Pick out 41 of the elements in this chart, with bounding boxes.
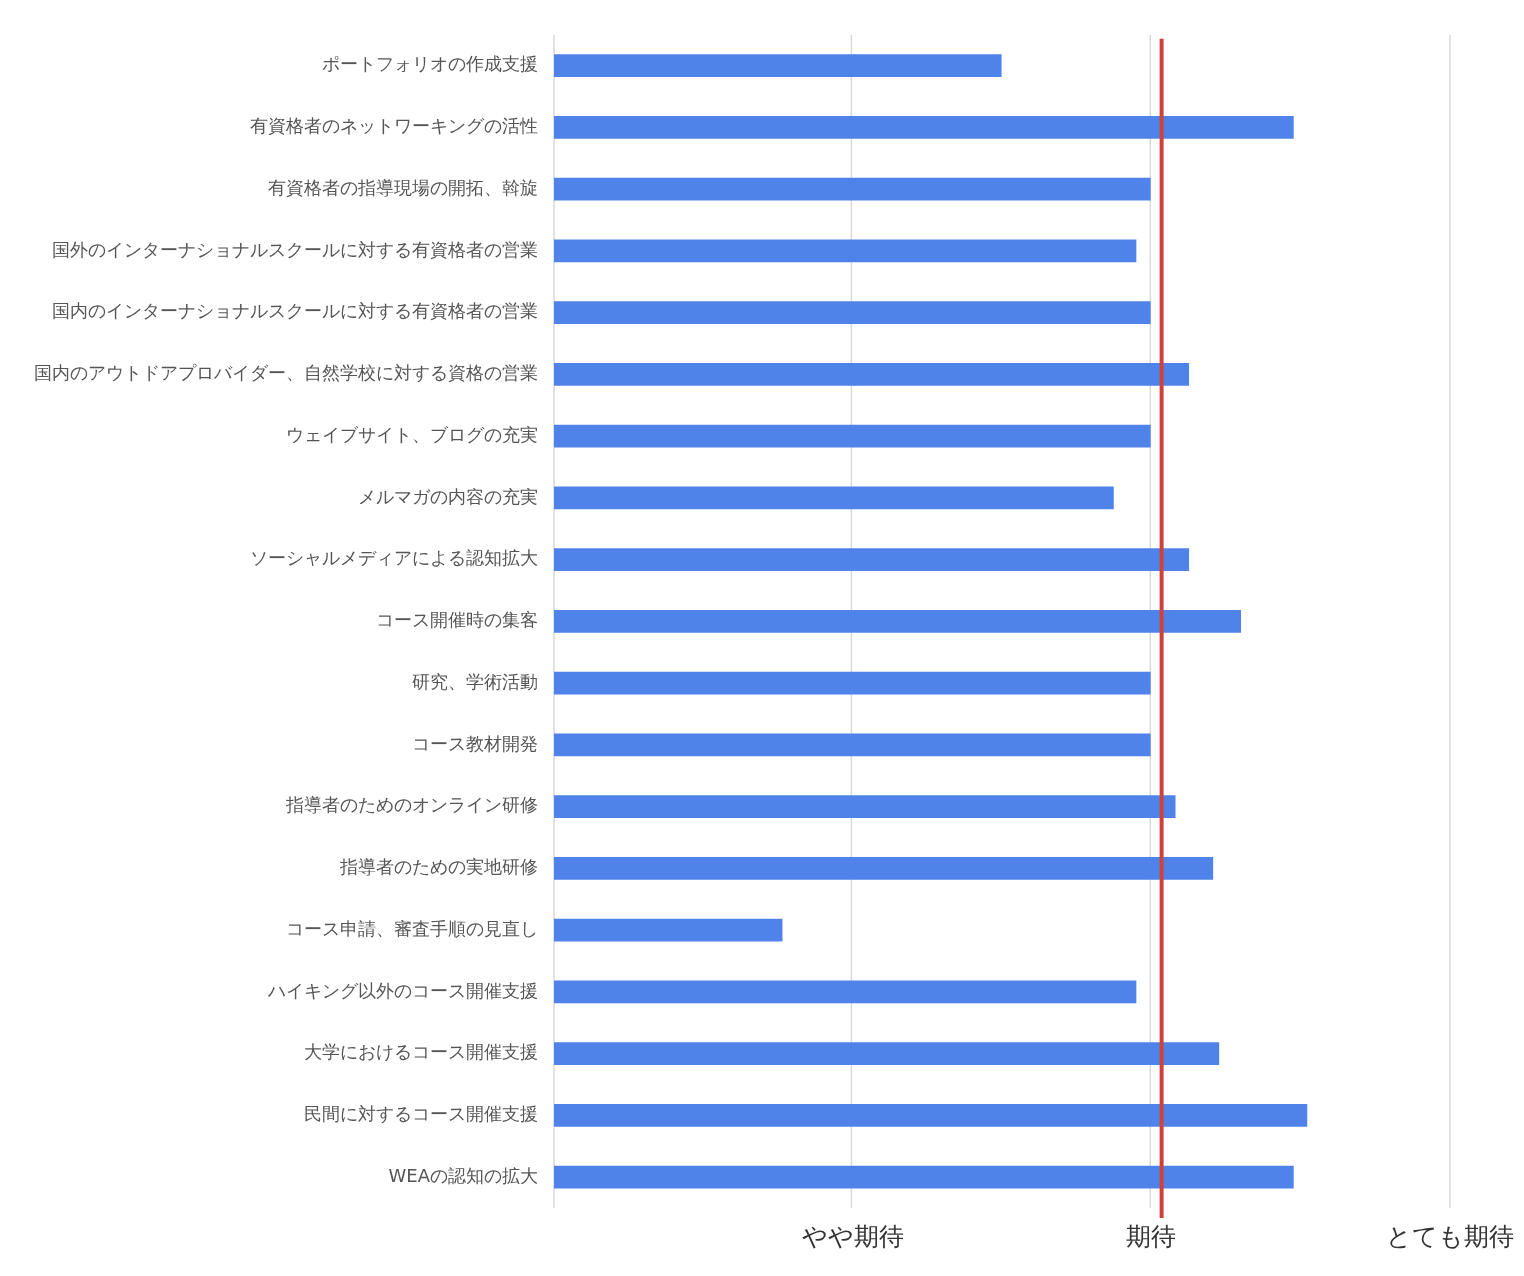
bar bbox=[554, 1042, 1220, 1065]
y-tick-label: 有資格者のネットワーキングの活性 bbox=[250, 115, 538, 137]
bar bbox=[554, 857, 1214, 880]
bar bbox=[554, 486, 1114, 510]
bar bbox=[554, 424, 1151, 448]
y-tick-label: コース開催時の集客 bbox=[376, 609, 538, 631]
text: とても期待 bbox=[1386, 1222, 1514, 1251]
y-tick-label: コース教材開発 bbox=[412, 732, 538, 754]
y-tick-label: 民間に対するコース開催支援 bbox=[304, 1103, 538, 1125]
y-tick-label: WEAの認知の拡大 bbox=[388, 1164, 538, 1186]
y-tick-label: 指導者のための実地研修 bbox=[339, 856, 538, 878]
bar bbox=[554, 1165, 1294, 1189]
text: 期待 bbox=[1126, 1222, 1177, 1251]
y-tick-label: 有資格者の指導現場の開拓、斡旋 bbox=[268, 176, 538, 198]
y-tick-label: ソーシャルメディアによる認知拡大 bbox=[250, 547, 538, 569]
bar bbox=[554, 918, 783, 942]
bar bbox=[554, 177, 1151, 201]
y-tick-label: ハイキング以外のコース開催支援 bbox=[267, 979, 538, 1001]
y-tick-label: 国内のアウトドアプロバイダー、自然学校に対する資格の営業 bbox=[34, 362, 538, 384]
bar bbox=[554, 671, 1151, 695]
y-tick-label: 研究、学術活動 bbox=[412, 670, 538, 692]
bar bbox=[554, 239, 1137, 263]
y-tick-label: メルマガの内容の充実 bbox=[358, 485, 538, 507]
bar bbox=[554, 363, 1190, 386]
bar bbox=[554, 116, 1294, 139]
bar bbox=[554, 54, 1002, 77]
y-tick-label: 指導者のためのオンライン研修 bbox=[285, 794, 538, 816]
y-tick-label: 国外のインターナショナルスクールに対する有資格者の営業 bbox=[52, 238, 538, 260]
bar bbox=[554, 795, 1176, 818]
bar bbox=[554, 301, 1151, 324]
bar bbox=[554, 610, 1242, 633]
y-tick-label: ポートフォリオの作成支援 bbox=[322, 53, 538, 75]
bar bbox=[554, 1104, 1308, 1127]
y-tick-label: ウェイブサイト、ブログの充実 bbox=[286, 423, 538, 445]
text: やや期待 bbox=[801, 1222, 904, 1251]
y-tick-label: 大学におけるコース開催支援 bbox=[304, 1041, 538, 1063]
y-tick-label: コース申請、審査手順の見直し bbox=[286, 917, 538, 939]
bar bbox=[554, 733, 1151, 757]
bar bbox=[554, 980, 1137, 1004]
bar bbox=[554, 548, 1190, 571]
y-tick-label: 国内のインターナショナルスクールに対する有資格者の営業 bbox=[52, 300, 538, 322]
